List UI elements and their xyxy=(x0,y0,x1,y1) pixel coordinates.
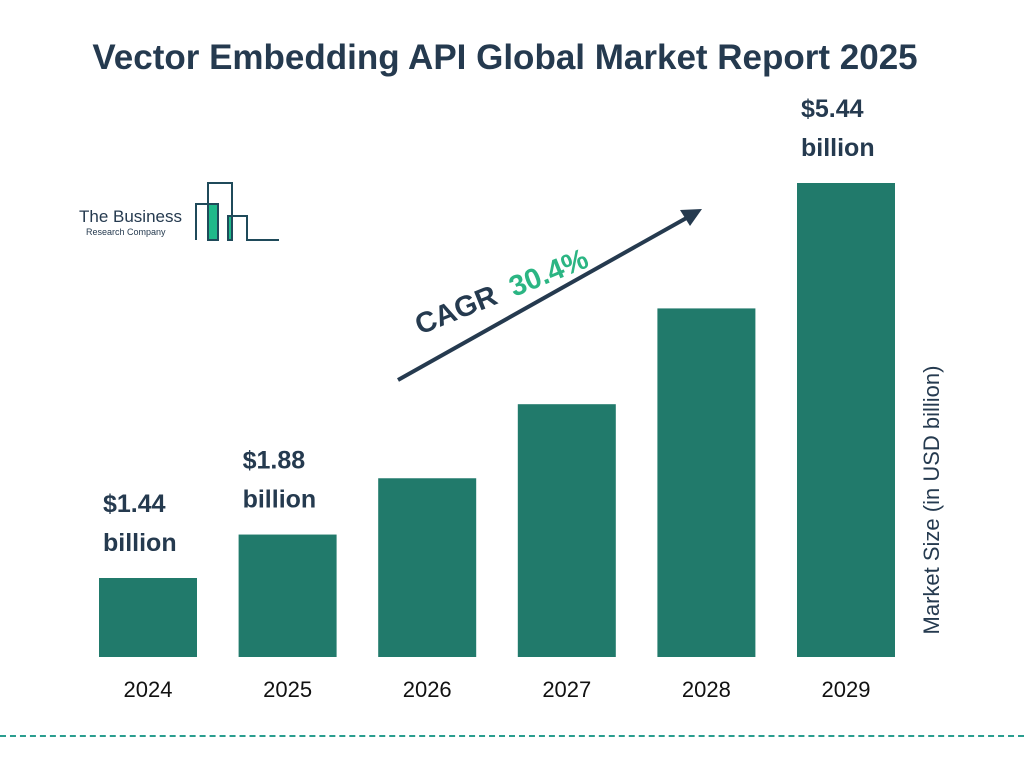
logo-bar xyxy=(228,216,233,240)
chart-title: Vector Embedding API Global Market Repor… xyxy=(92,38,918,77)
x-tick-label: 2028 xyxy=(682,677,731,702)
bar-2027 xyxy=(517,404,616,657)
logo-line2: Research Company xyxy=(86,227,166,237)
x-tick-label: 2026 xyxy=(403,677,452,702)
data-label: $1.44 xyxy=(103,490,166,518)
x-tick-label: 2025 xyxy=(263,677,312,702)
cagr-annotation: CAGR 30.4% xyxy=(397,209,702,382)
logo-line1: The Business xyxy=(79,207,182,226)
data-label: billion xyxy=(103,529,177,557)
logo-outline xyxy=(195,182,279,241)
cagr-arrow xyxy=(397,214,691,382)
x-tick-label: 2029 xyxy=(822,677,871,702)
data-label: billion xyxy=(801,134,875,162)
bar-2029 xyxy=(797,183,895,657)
logo: The Business Research Company xyxy=(79,182,279,241)
logo-bar xyxy=(208,204,217,240)
x-tick-label: 2024 xyxy=(124,677,173,702)
data-label: $5.44 xyxy=(801,95,864,123)
svg-text:CAGR 30.4%: CAGR 30.4% xyxy=(411,243,593,342)
cagr-label: CAGR xyxy=(411,280,502,342)
x-tick-label: 2027 xyxy=(542,677,591,702)
data-label: billion xyxy=(243,486,317,514)
arrow-head-icon xyxy=(680,209,702,226)
bar-2024 xyxy=(99,578,197,657)
footer-divider xyxy=(0,735,1024,737)
bar-2026 xyxy=(378,478,477,657)
bar-2025 xyxy=(238,534,337,657)
data-label: $1.88 xyxy=(243,447,306,475)
bar-2028 xyxy=(657,308,756,657)
